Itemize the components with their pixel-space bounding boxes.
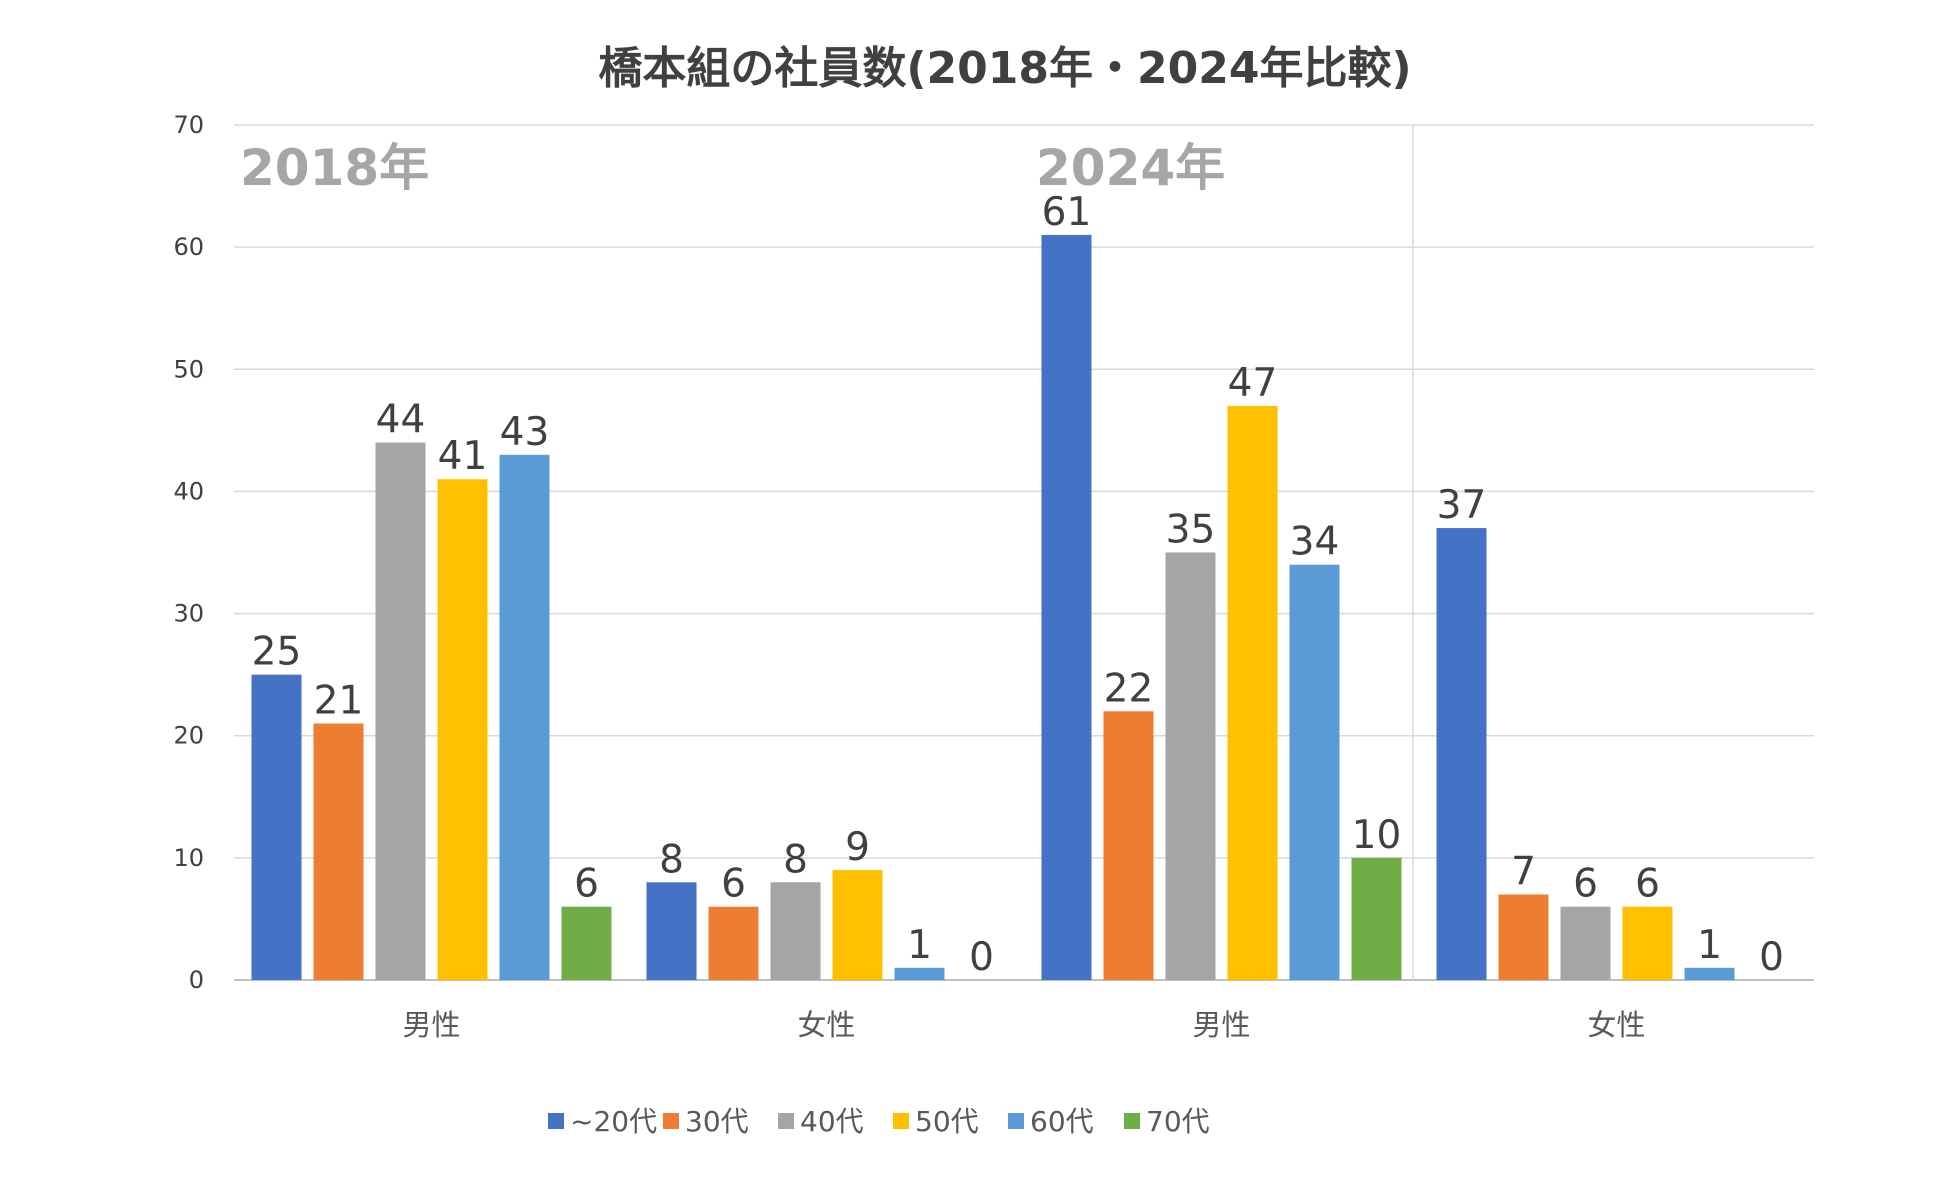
legend-swatch — [663, 1113, 679, 1129]
legend-swatch — [1008, 1113, 1024, 1129]
legend-swatch — [778, 1113, 794, 1129]
bar-~20代-男性 — [1041, 234, 1092, 980]
bar-50代-女性 — [1622, 906, 1673, 980]
y-tick-label: 50 — [173, 355, 204, 383]
bar-30代-男性 — [1103, 711, 1154, 980]
data-label: 6 — [1573, 862, 1598, 907]
y-tick-label: 70 — [173, 111, 204, 139]
x-axis-categories: 男性 女性 男性 女性 — [402, 1008, 1645, 1042]
data-label: 44 — [376, 398, 426, 443]
data-label: 0 — [969, 935, 994, 980]
x-category-label: 女性 — [797, 1008, 855, 1042]
x-category-label: 男性 — [402, 1008, 460, 1042]
legend-label: 60代 — [1030, 1105, 1094, 1138]
bar-70代-男性 — [1351, 857, 1402, 980]
data-label: 0 — [1759, 935, 1784, 980]
data-label: 9 — [845, 825, 870, 870]
bar-70代-男性 — [561, 906, 612, 980]
bar-50代-男性 — [1227, 405, 1278, 980]
legend-swatch — [548, 1113, 564, 1129]
legend-label: 70代 — [1146, 1105, 1210, 1138]
y-tick-label: 10 — [173, 844, 204, 872]
data-label: 37 — [1437, 483, 1487, 528]
data-label: 7 — [1511, 850, 1536, 895]
bar-~20代-女性 — [646, 882, 697, 980]
legend: ~20代 30代 40代 50代 60代 70代 — [548, 1105, 1210, 1138]
bar-30代-女性 — [1498, 894, 1549, 980]
bar-30代-男性 — [313, 723, 364, 980]
bar-40代-女性 — [1560, 906, 1611, 980]
bar-50代-女性 — [832, 870, 883, 980]
bar-40代-女性 — [770, 882, 821, 980]
y-axis-ticks: 0 10 20 30 40 50 60 70 — [173, 111, 204, 994]
data-label: 25 — [252, 630, 302, 675]
data-label: 21 — [314, 679, 364, 724]
data-label: 8 — [783, 837, 808, 882]
bar-40代-男性 — [375, 442, 426, 981]
data-label: 1 — [907, 923, 932, 968]
bar-~20代-男性 — [251, 674, 302, 980]
y-tick-label: 40 — [173, 477, 204, 505]
data-label: 61 — [1042, 190, 1092, 235]
data-label: 10 — [1352, 813, 1402, 858]
bar-60代-女性 — [894, 967, 945, 980]
data-label: 6 — [1635, 862, 1660, 907]
legend-swatch — [893, 1113, 909, 1129]
legend-label: 30代 — [685, 1105, 749, 1138]
bar-60代-女性 — [1684, 967, 1735, 980]
bar-50代-男性 — [437, 479, 488, 980]
data-label: 1 — [1697, 923, 1722, 968]
year-labels: 2018年 2024年 — [240, 139, 1225, 197]
bar-60代-男性 — [499, 454, 550, 980]
bar-40代-男性 — [1165, 552, 1216, 980]
bars — [251, 234, 1735, 981]
year-label: 2024年 — [1036, 139, 1225, 197]
bar-30代-女性 — [708, 906, 759, 980]
data-label: 35 — [1166, 508, 1216, 553]
y-tick-label: 60 — [173, 233, 204, 261]
year-label: 2018年 — [240, 139, 429, 197]
data-label: 41 — [438, 434, 488, 479]
legend-swatch — [1124, 1113, 1140, 1129]
legend-label: 50代 — [915, 1105, 979, 1138]
y-tick-label: 20 — [173, 722, 204, 750]
data-label: 22 — [1104, 666, 1154, 711]
gridlines — [234, 124, 1814, 981]
data-label: 43 — [500, 410, 550, 455]
legend-label: 40代 — [800, 1105, 864, 1138]
bar-60代-男性 — [1289, 564, 1340, 980]
x-category-label: 男性 — [1192, 1008, 1250, 1042]
data-label: 47 — [1228, 361, 1278, 406]
data-label: 34 — [1290, 520, 1340, 565]
data-label: 6 — [574, 862, 599, 907]
y-tick-label: 0 — [189, 966, 204, 994]
data-label: 8 — [659, 837, 684, 882]
y-tick-label: 30 — [173, 600, 204, 628]
bar-~20代-女性 — [1436, 528, 1487, 980]
data-label: 6 — [721, 862, 746, 907]
x-category-label: 女性 — [1587, 1008, 1645, 1042]
chart-title: 橋本組の社員数(2018年・2024年比較) — [598, 43, 1411, 94]
legend-label: ~20代 — [570, 1105, 657, 1138]
